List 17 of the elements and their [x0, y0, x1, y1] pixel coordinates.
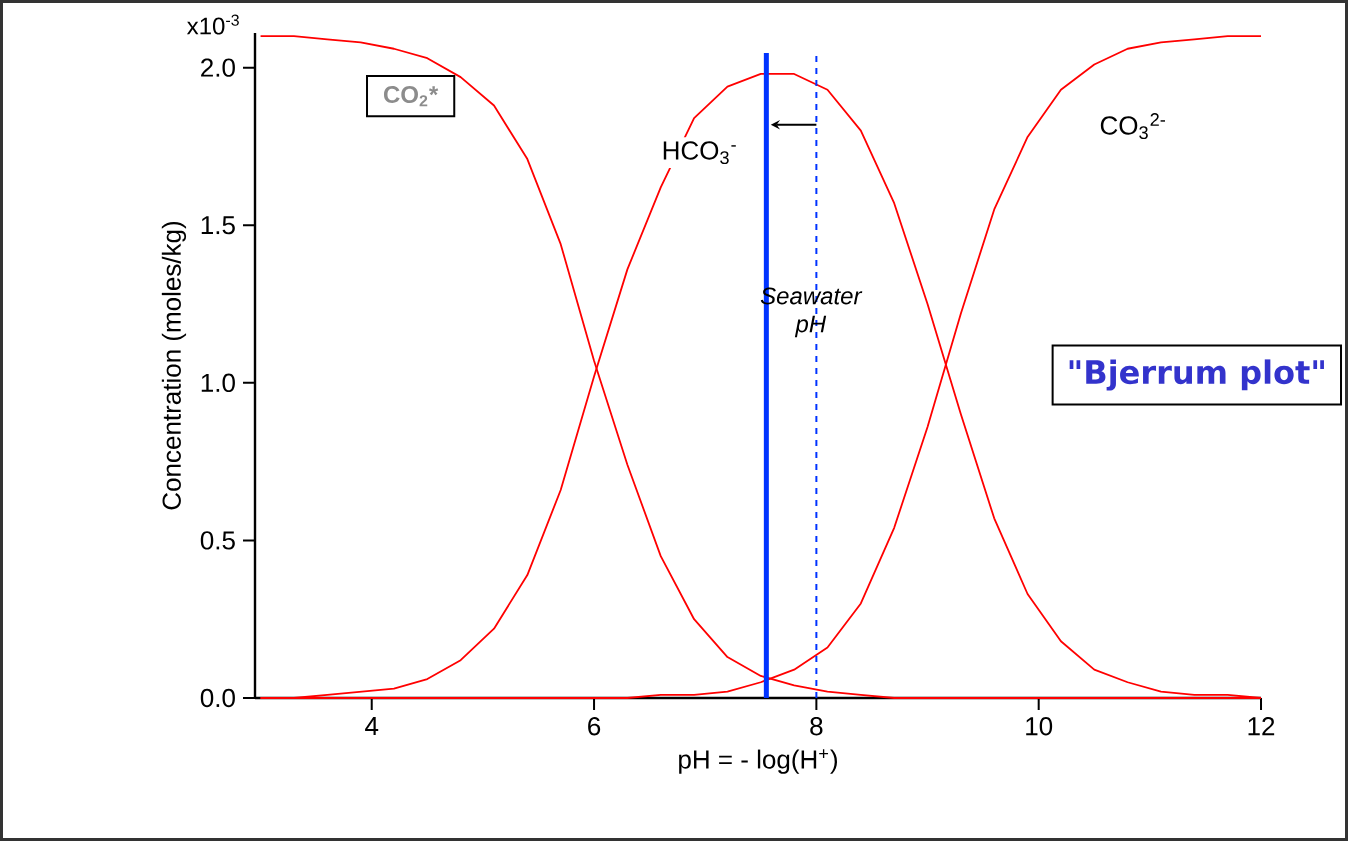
y-tick-label: 0.5 — [200, 531, 235, 550]
x-tick-label: 6 — [588, 717, 601, 736]
annotation: "Bjerrum plot" — [1069, 359, 1324, 391]
y-tick-label: 0.0 — [200, 688, 235, 708]
series-label: HCO$_{3}$- — [663, 141, 736, 165]
y-tick-label: 2.0 — [201, 58, 235, 77]
x-tick-label: 4 — [365, 717, 379, 735]
x-axis-title: pH = - log(H$^{+}$) — [679, 749, 837, 774]
x-tick-label: 12 — [1248, 717, 1275, 736]
y-axis-title: Concentration (moles/kg) — [161, 221, 187, 510]
x-tick-label: 10 — [1026, 717, 1053, 736]
series-label: CO$_{2}$* — [383, 86, 439, 107]
series-label: CO$_{3}$2- — [1100, 113, 1166, 140]
x-tick-label: 8 — [810, 717, 823, 736]
text: x10$^{-3}$ — [186, 14, 239, 35]
y-tick-label: 1.5 — [201, 216, 235, 235]
y-tick-label: 1.0 — [201, 373, 235, 393]
